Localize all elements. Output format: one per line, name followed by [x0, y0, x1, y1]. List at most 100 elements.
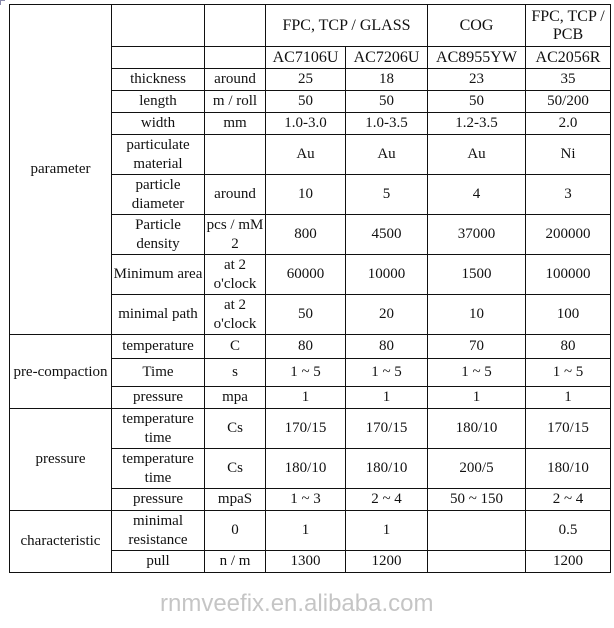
- value-cell: 170/15: [265, 408, 346, 449]
- value-cell: 1: [525, 386, 611, 409]
- value-cell: Au: [345, 134, 428, 175]
- row-unit: m / roll: [204, 90, 266, 113]
- value-cell: 60000: [265, 254, 346, 295]
- value-cell: 1: [265, 510, 346, 551]
- row-unit: Cs: [204, 408, 266, 449]
- value-cell: 10: [265, 174, 346, 215]
- row-unit: pcs / mM 2: [204, 214, 266, 255]
- row-unit: at 2 o'clock: [204, 294, 266, 335]
- spec-table: parameter FPC, TCP / GLASS COG FPC, TCP …: [9, 4, 611, 573]
- row-unit: at 2 o'clock: [204, 254, 266, 295]
- row-parameter-name: pressure: [111, 488, 205, 511]
- value-cell: 5: [345, 174, 428, 215]
- row-unit: Cs: [204, 448, 266, 489]
- value-cell: [427, 550, 526, 573]
- value-cell: 37000: [427, 214, 526, 255]
- section-label: characteristic: [9, 510, 112, 573]
- header-row-groups: parameter FPC, TCP / GLASS COG FPC, TCP …: [9, 4, 611, 335]
- row-parameter-name: Time: [111, 358, 205, 387]
- row-unit: mpa: [204, 386, 266, 409]
- row-parameter-name: width: [111, 112, 205, 135]
- value-cell: 100000: [525, 254, 611, 295]
- value-cell: 1.0-3.0: [265, 112, 346, 135]
- value-cell: 1500: [427, 254, 526, 295]
- value-cell: 1300: [265, 550, 346, 573]
- value-cell: 170/15: [525, 408, 611, 449]
- value-cell: 4500: [345, 214, 428, 255]
- value-cell: 1 ~ 5: [427, 358, 526, 387]
- value-cell: 10000: [345, 254, 428, 295]
- value-cell: 80: [525, 334, 611, 359]
- value-cell: 1200: [345, 550, 428, 573]
- table-row: characteristic minimal resistance 0 1 1 0.5: [9, 510, 611, 573]
- row-parameter-name: pull: [111, 550, 205, 573]
- value-cell: 200/5: [427, 448, 526, 489]
- row-unit: around: [204, 68, 266, 91]
- value-cell: 50: [427, 90, 526, 113]
- value-cell: 70: [427, 334, 526, 359]
- row-parameter-name: temperature time: [111, 408, 205, 449]
- value-cell: 1: [427, 386, 526, 409]
- row-parameter-name: thickness: [111, 68, 205, 91]
- value-cell: [427, 510, 526, 551]
- value-cell: 18: [345, 68, 428, 91]
- value-cell: 180/10: [265, 448, 346, 489]
- table-row: pre-compaction temperature C 80 80 70 80: [9, 334, 611, 409]
- value-cell: 80: [345, 334, 428, 359]
- row-parameter-name: pressure: [111, 386, 205, 409]
- value-cell: 180/10: [345, 448, 428, 489]
- value-cell: 180/10: [525, 448, 611, 489]
- value-cell: 50: [345, 90, 428, 113]
- value-cell: 4: [427, 174, 526, 215]
- value-cell: 1: [345, 386, 428, 409]
- value-cell: 20: [345, 294, 428, 335]
- table-row: particulate material Au Au Au Ni: [10, 134, 611, 175]
- value-cell: 35: [525, 68, 611, 91]
- row-unit: s: [204, 358, 266, 387]
- table-row: minimal path at 2 o'clock 50 20 10 100: [10, 294, 611, 335]
- value-cell: 2.0: [525, 112, 611, 135]
- header-group-glass: FPC, TCP / GLASS: [265, 4, 428, 47]
- row-parameter-name: Particle density: [111, 214, 205, 255]
- header-empty: [111, 46, 205, 69]
- model-header: AC8955YW: [427, 46, 526, 69]
- value-cell: 25: [265, 68, 346, 91]
- header-row-models: AC7106U AC7206U AC8955YW AC2056R: [10, 46, 611, 69]
- table-anchor-marker: [0, 0, 5, 5]
- table-row: Particle density pcs / mM 2 800 4500 37000 20…: [10, 214, 611, 255]
- value-cell: 180/10: [427, 408, 526, 449]
- row-unit: mpaS: [204, 488, 266, 511]
- table-row: particle diameter around 10 5 4 3: [10, 174, 611, 215]
- value-cell: 23: [427, 68, 526, 91]
- value-cell: 0.5: [525, 510, 611, 551]
- row-parameter-name: minimal resistance: [111, 510, 205, 551]
- row-unit: around: [204, 174, 266, 215]
- row-parameter-name: length: [111, 90, 205, 113]
- model-header: AC2056R: [525, 46, 611, 69]
- row-unit: mm: [204, 112, 266, 135]
- table-row: width mm 1.0-3.0 1.0-3.5 1.2-3.5 2.0: [10, 112, 611, 135]
- table-row: temperature time Cs 180/10 180/10 200/5 180/1…: [10, 448, 611, 489]
- value-cell: 1 ~ 3: [265, 488, 346, 511]
- row-parameter-name: temperature: [111, 334, 205, 359]
- header-empty: [204, 4, 266, 47]
- watermark: rnmveefix.en.alibaba.com: [160, 590, 434, 617]
- section-label: pre-compaction: [9, 334, 112, 409]
- row-parameter-name: Minimum area: [111, 254, 205, 295]
- table-row: thickness around 25 18 23 35: [10, 68, 611, 91]
- value-cell: 50: [265, 294, 346, 335]
- value-cell: 1 ~ 5: [265, 358, 346, 387]
- section-label: parameter: [9, 4, 112, 335]
- table-row: pull n / m 1300 1200 1200: [10, 550, 611, 573]
- value-cell: 1 ~ 5: [345, 358, 428, 387]
- header-group-pcb: FPC, TCP / PCB: [525, 4, 611, 47]
- row-parameter-name: particle diameter: [111, 174, 205, 215]
- value-cell: 1: [345, 510, 428, 551]
- value-cell: 100: [525, 294, 611, 335]
- value-cell: 170/15: [345, 408, 428, 449]
- section-label: pressure: [9, 408, 112, 511]
- row-parameter-name: temperature time: [111, 448, 205, 489]
- value-cell: 80: [265, 334, 346, 359]
- header-group-cog: COG: [427, 4, 526, 47]
